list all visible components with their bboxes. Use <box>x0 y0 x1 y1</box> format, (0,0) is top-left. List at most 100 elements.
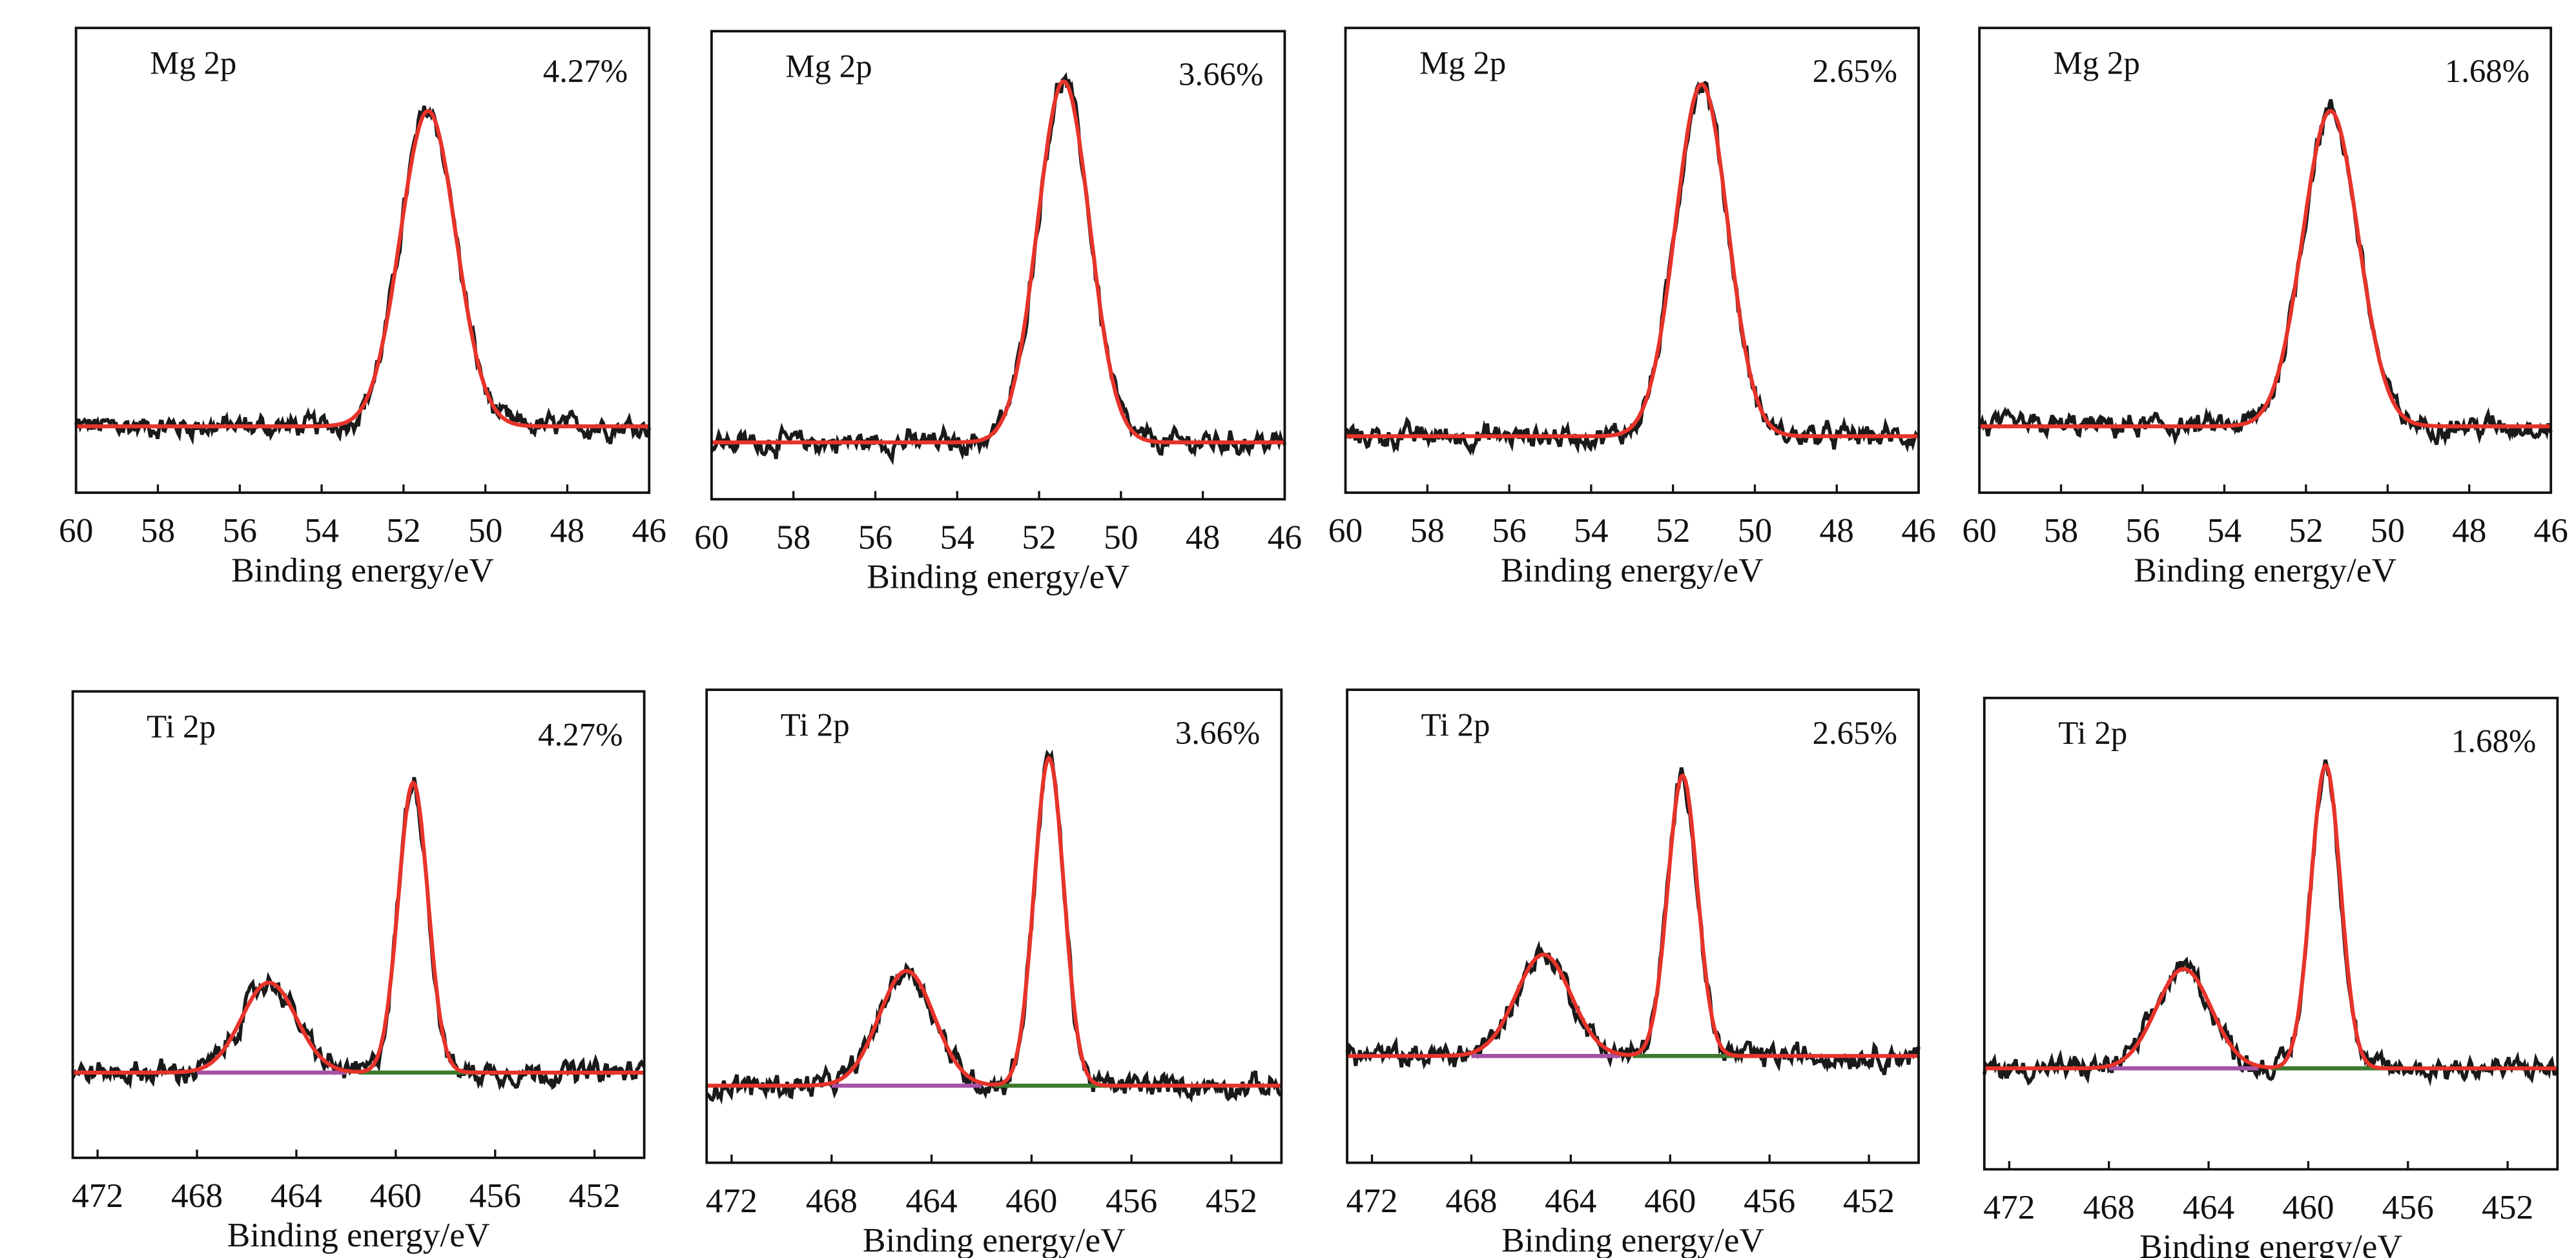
panel-label: Mg 2p <box>785 49 872 85</box>
plot-frame <box>1346 688 1920 1164</box>
fit-curve-line <box>706 755 1282 1088</box>
x-tick-label: 452 <box>2482 1188 2533 1226</box>
x-tick-label: 468 <box>806 1181 858 1220</box>
x-tick-label: 56 <box>858 517 892 556</box>
panel-label: Mg 2p <box>2054 45 2140 81</box>
x-tick-label: 464 <box>1545 1181 1596 1220</box>
x-axis-label: Binding energy/eV <box>231 550 494 589</box>
x-tick-label: 48 <box>550 511 584 550</box>
x-tick-label: 58 <box>1410 511 1445 550</box>
xps-panel-7: 472 468 464 460 456 452 Binding energy/eV Ti 2p… <box>1345 688 1921 1258</box>
x-tick-label: 52 <box>2289 511 2323 550</box>
x-axis-label: Binding energy/eV <box>2139 1227 2402 1258</box>
panel-label: Ti 2p <box>147 709 216 745</box>
x-tick-label: 46 <box>632 511 666 550</box>
xps-panel-8: 472 468 464 460 456 452 Binding energy/eV Ti 2p… <box>1983 696 2559 1258</box>
percent-label: 4.27% <box>538 717 623 754</box>
xps-panel-1: 60 58 56 54 52 50 48 46 Binding energy/eV Mg 2p 4.… <box>59 26 666 589</box>
plot-frame <box>74 26 651 494</box>
x-axis-label: Binding energy/eV <box>867 557 1129 595</box>
plot-frame <box>71 690 646 1159</box>
xps-panel-3: 60 58 56 54 52 50 48 46 Binding energy/eV Mg 2p 2.… <box>1328 26 1936 589</box>
raw-spectrum-line <box>1977 99 2553 447</box>
raw-spectrum-line <box>1345 81 1920 456</box>
x-tick-label: 58 <box>141 511 175 550</box>
x-tick-label: 452 <box>569 1176 621 1215</box>
x-tick-label: 50 <box>1104 517 1138 556</box>
x-tick-label: 464 <box>271 1176 322 1215</box>
x-tick-label: 54 <box>1574 511 1608 550</box>
plot-frame <box>705 688 1283 1164</box>
x-tick-label: 460 <box>1644 1181 1696 1220</box>
x-tick-label: 48 <box>2452 511 2486 550</box>
x-axis-label: Binding energy/eV <box>1501 550 1764 589</box>
xps-panel-2: 60 58 56 54 52 50 48 46 Binding energy/eV Mg 2p 3.… <box>694 30 1302 595</box>
panel-label: Ti 2p <box>1421 707 1490 743</box>
x-tick-label: 46 <box>1901 511 1935 550</box>
x-tick-label: 50 <box>468 511 502 550</box>
x-axis-label: Binding energy/eV <box>2134 550 2396 589</box>
xps-panel-6: 472 468 464 460 456 452 Binding energy/eV Ti 2p… <box>705 688 1283 1258</box>
raw-spectrum-line <box>710 72 1286 466</box>
x-tick-label: 60 <box>694 517 728 556</box>
x-tick-label: 50 <box>1738 511 1772 550</box>
x-tick-label: 56 <box>2125 511 2159 550</box>
x-tick-label: 456 <box>469 1176 521 1215</box>
percent-label: 1.68% <box>2445 54 2530 90</box>
panel-label: Ti 2p <box>2058 716 2127 752</box>
plot-frame <box>710 30 1286 501</box>
x-tick-label: 60 <box>1962 511 1996 550</box>
x-tick-label: 468 <box>2083 1188 2135 1226</box>
x-tick-label: 472 <box>1346 1181 1397 1220</box>
xps-panel-4: 60 58 56 54 52 50 48 46 Binding energy/eV Mg 2p 1.… <box>1962 26 2568 589</box>
x-axis-label: Binding energy/eV <box>1501 1221 1764 1258</box>
x-tick-label: 460 <box>370 1176 422 1215</box>
fit-curve-line <box>1347 773 1919 1058</box>
x-tick-label: 460 <box>1005 1181 1057 1220</box>
fit-curve-line <box>711 79 1285 445</box>
fit-curve-line <box>76 108 650 429</box>
percent-label: 2.65% <box>1813 716 1897 752</box>
x-tick-label: 472 <box>706 1181 757 1220</box>
x-tick-label: 456 <box>2382 1188 2434 1226</box>
x-tick-label: 464 <box>905 1181 957 1220</box>
raw-spectrum-line <box>1345 767 1921 1075</box>
x-tick-label: 50 <box>2371 511 2405 550</box>
fit-curve-line <box>72 780 644 1075</box>
x-tick-label: 58 <box>2044 511 2078 550</box>
x-tick-label: 460 <box>2282 1188 2334 1226</box>
xps-panel-5: 472 468 464 460 456 452 Binding energy/eV Ti 2p… <box>71 690 646 1254</box>
plot-frame <box>1983 696 2559 1171</box>
x-tick-label: 52 <box>1022 517 1056 556</box>
x-tick-label: 58 <box>776 517 810 556</box>
x-tick-label: 452 <box>1843 1181 1895 1220</box>
plot-frame <box>1978 26 2553 494</box>
raw-spectrum-line <box>1983 759 2559 1087</box>
percent-label: 1.68% <box>2451 724 2536 760</box>
x-tick-label: 56 <box>1492 511 1526 550</box>
fit-curve-line <box>1984 763 2558 1071</box>
x-tick-label: 48 <box>1820 511 1854 550</box>
x-tick-label: 452 <box>1206 1181 1257 1220</box>
raw-spectrum-line <box>71 777 646 1091</box>
panel-label: Mg 2p <box>1419 45 1506 81</box>
x-tick-label: 60 <box>1328 511 1363 550</box>
x-tick-label: 56 <box>223 511 257 550</box>
percent-label: 3.66% <box>1175 716 1260 752</box>
percent-label: 3.66% <box>1179 57 1263 93</box>
fit-curve-line <box>1979 108 2551 429</box>
percent-label: 2.65% <box>1813 54 1897 90</box>
x-tick-label: 46 <box>2533 511 2568 550</box>
x-tick-label: 472 <box>72 1176 123 1215</box>
x-tick-label: 468 <box>171 1176 223 1215</box>
x-tick-label: 54 <box>304 511 338 550</box>
panel-label: Ti 2p <box>781 707 850 743</box>
percent-label: 4.27% <box>543 54 628 90</box>
x-tick-label: 456 <box>1106 1181 1157 1220</box>
raw-spectrum-line <box>74 105 651 446</box>
x-tick-label: 472 <box>1983 1188 2035 1226</box>
x-tick-label: 464 <box>2183 1188 2234 1226</box>
x-tick-label: 468 <box>1445 1181 1497 1220</box>
x-tick-label: 52 <box>1656 511 1690 550</box>
